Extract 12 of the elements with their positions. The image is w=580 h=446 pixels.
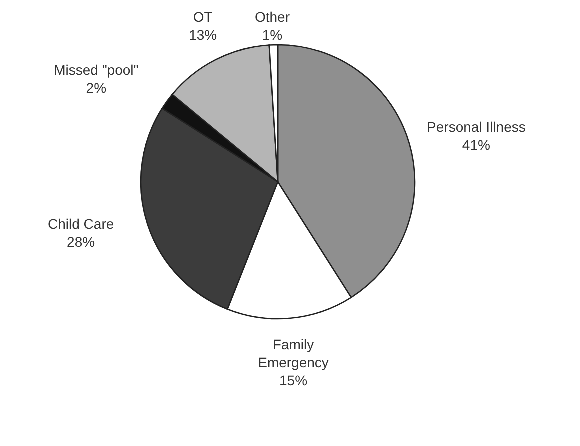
data-label: 15% — [280, 372, 308, 388]
data-label: 28% — [67, 234, 96, 250]
slice-label: Personal Illness — [427, 118, 526, 135]
slice-label: Missed "pool" — [54, 62, 139, 78]
slice-label: Family Emergency — [258, 336, 329, 370]
slice-label: Child Care — [48, 216, 114, 232]
slice-label: Other — [254, 8, 290, 25]
data-label: 41% — [462, 136, 490, 153]
data-label: 1% — [262, 26, 283, 43]
slice-label: OT — [193, 8, 214, 25]
data-label: 2% — [86, 80, 107, 96]
data-label: 13% — [189, 26, 218, 43]
